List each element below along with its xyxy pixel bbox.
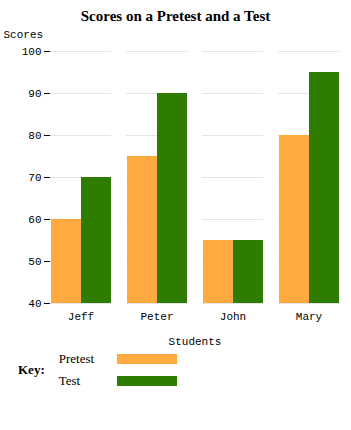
svg-text:Students: Students: [169, 336, 222, 348]
html-text:Scores on a Pretest and a Test: Scores on a Pretest and a Test: [80, 8, 271, 24]
svg-text:90: 90: [28, 88, 41, 100]
html-text:Test: Test: [58, 373, 81, 388]
html-text:Key:: Key:: [18, 362, 45, 377]
svg-text:John: John: [220, 311, 246, 323]
svg-text:Mary: Mary: [296, 311, 323, 323]
svg-text:80: 80: [28, 130, 41, 142]
svg-text:50: 50: [28, 256, 41, 268]
svg-text:70: 70: [28, 172, 41, 184]
svg-text:Jeff: Jeff: [68, 311, 94, 323]
svg-text:40: 40: [28, 298, 41, 310]
svg-text:Peter: Peter: [140, 311, 173, 323]
html-text:Pretest: Pretest: [58, 351, 95, 366]
svg-text:60: 60: [28, 214, 41, 226]
svg-text:Scores: Scores: [4, 29, 44, 41]
svg-text:100: 100: [22, 46, 42, 58]
